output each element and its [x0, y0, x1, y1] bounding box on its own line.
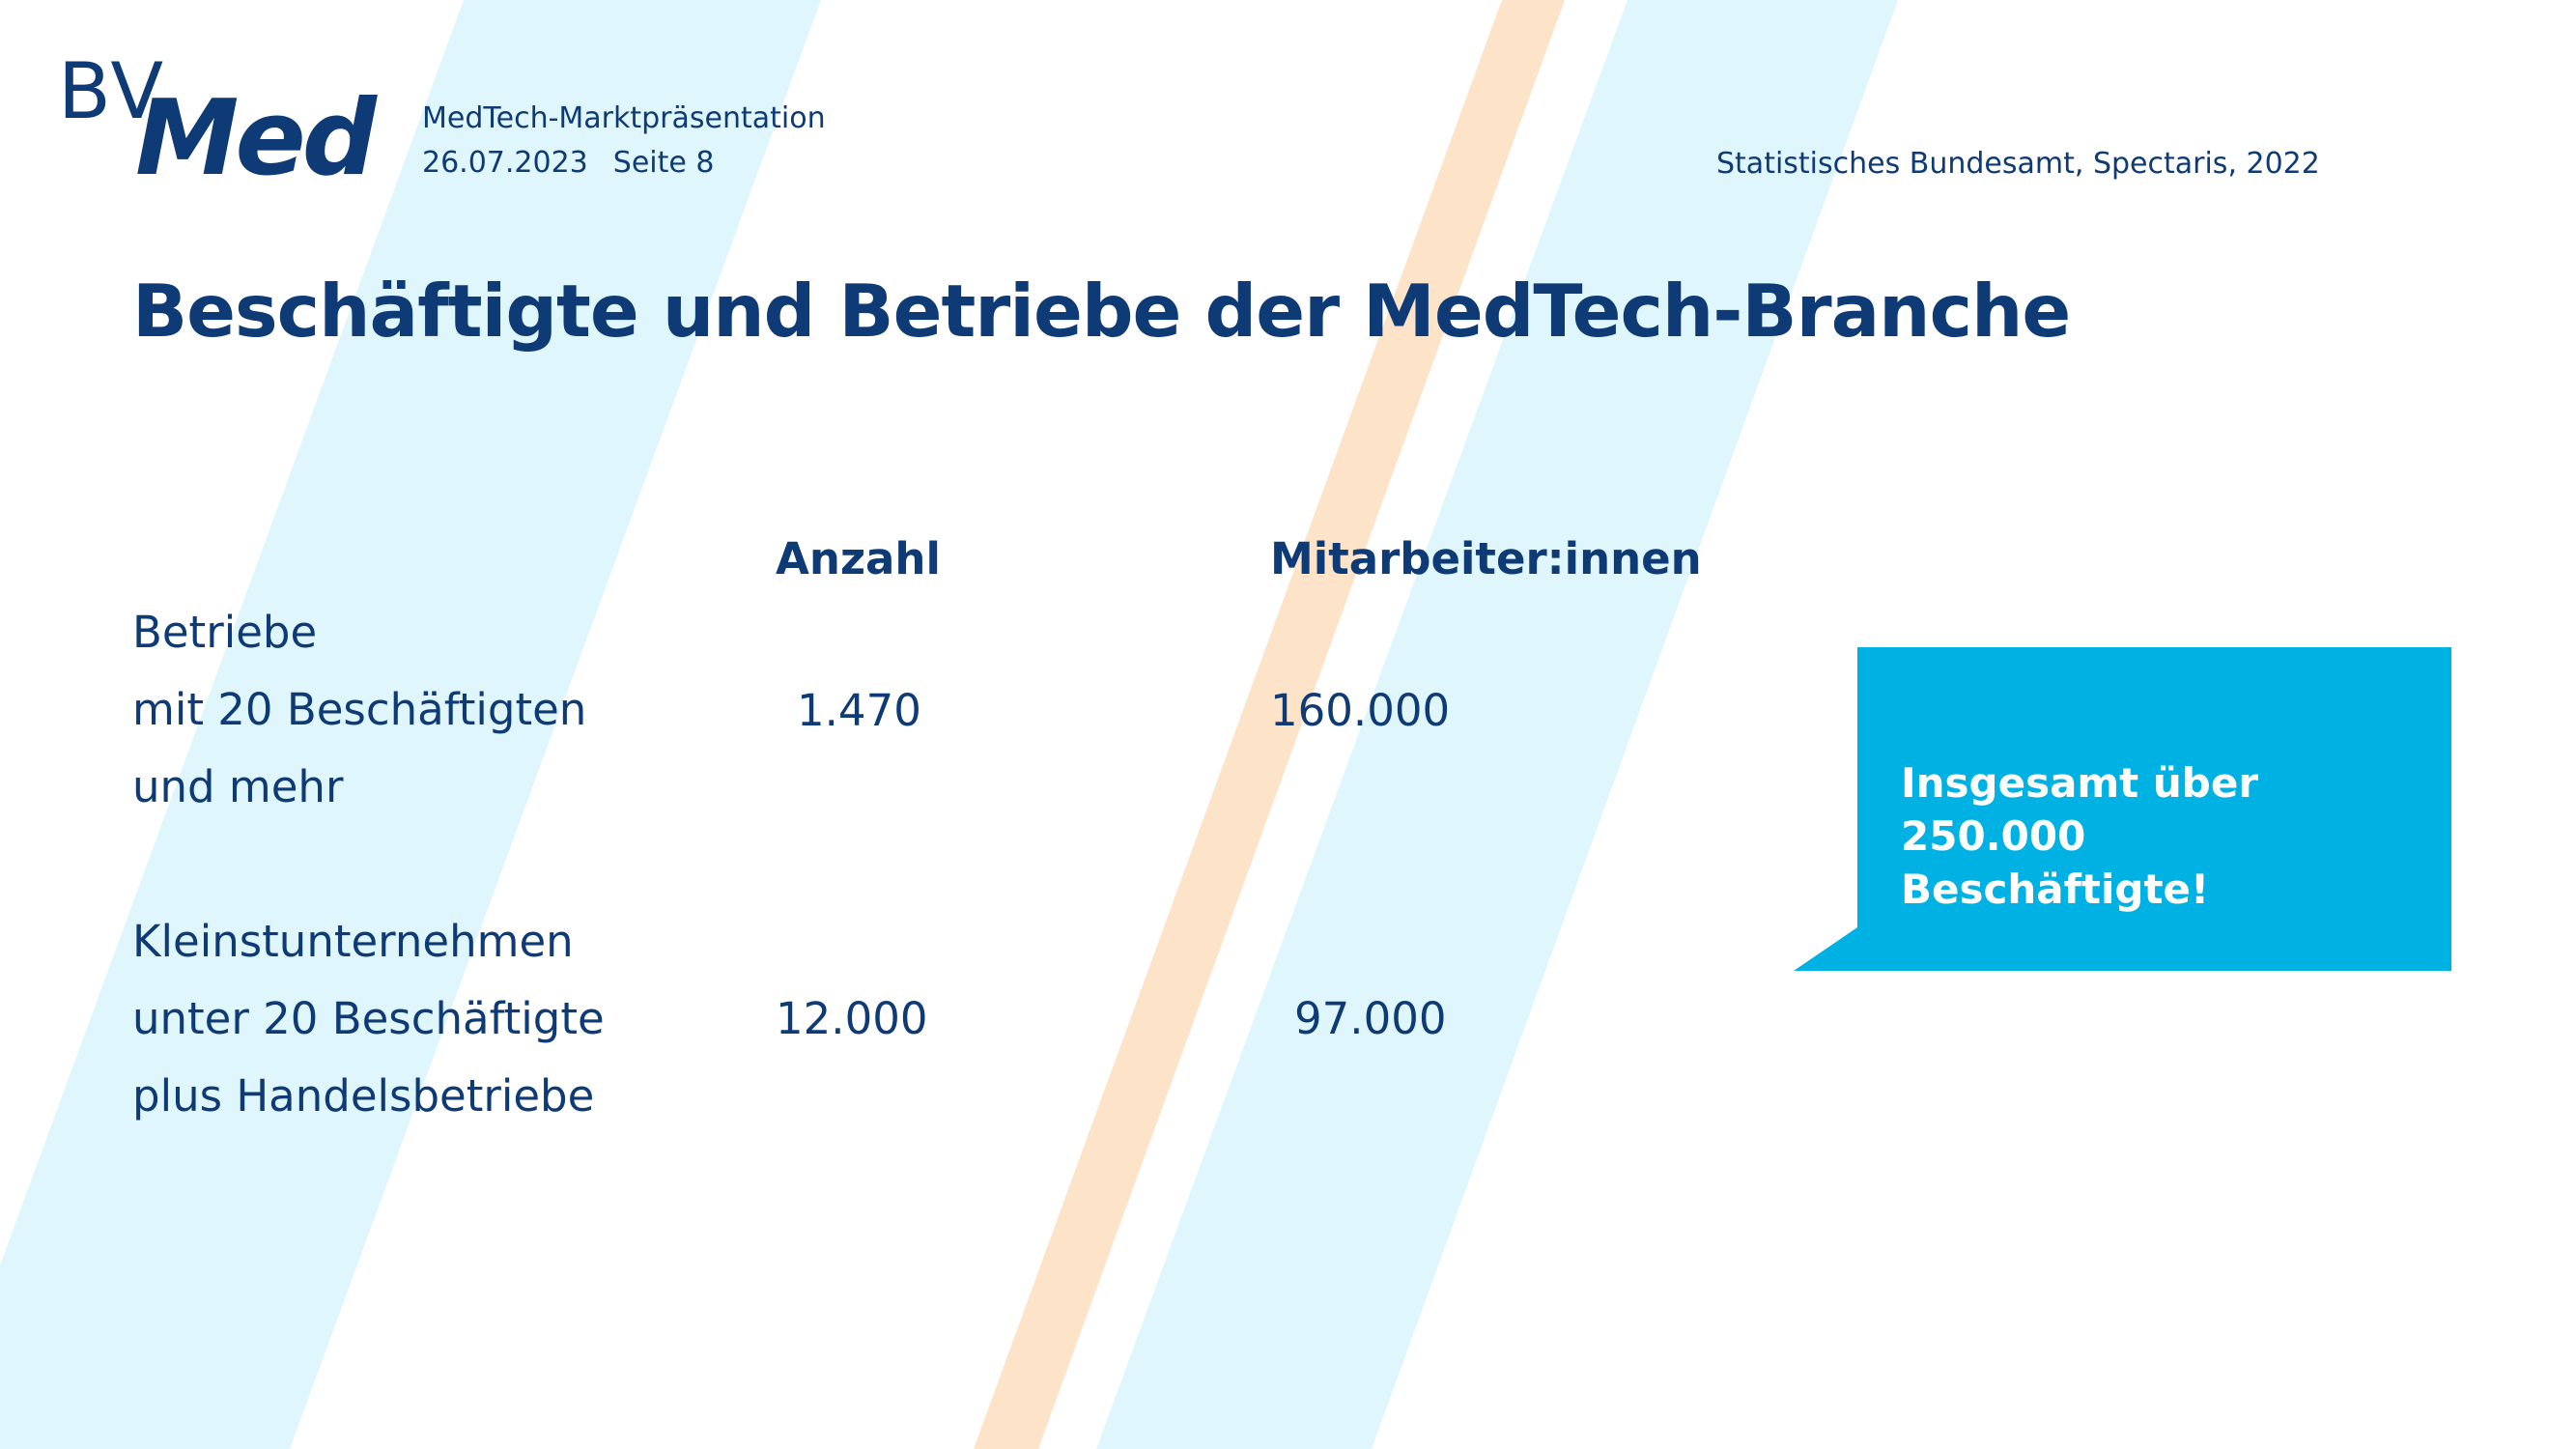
- row-label-line: Kleinstunternehmen: [132, 916, 574, 967]
- callout-box: [1857, 647, 2451, 971]
- row-label-betriebe: Betriebe mit 20 Beschäftigten und mehr: [132, 594, 586, 826]
- cell-betriebe-anzahl: 1.470: [797, 685, 921, 736]
- row-label-line: plus Handelsbetriebe: [132, 1070, 595, 1122]
- row-label-line: mit 20 Beschäftigten: [132, 684, 587, 735]
- cell-kleinstunternehmen-mitarbeiter: 97.000: [1294, 993, 1447, 1044]
- row-label-line: Betriebe: [132, 607, 318, 658]
- stripe-right-light-blue: [1096, 0, 1898, 1449]
- logo-med-text: Med: [135, 78, 377, 199]
- callout-text: Insgesamt über 250.000 Beschäftigte!: [1901, 756, 2442, 916]
- row-label-kleinstunternehmen: Kleinstunternehmen unter 20 Beschäftigte…: [132, 903, 605, 1135]
- row-label-line: unter 20 Beschäftigte: [132, 993, 605, 1044]
- cell-betriebe-mitarbeiter: 160.000: [1270, 685, 1451, 736]
- date-page-line: 26.07.2023 Seite 8: [422, 149, 714, 178]
- page-title: Beschäftigte und Betriebe der MedTech-Br…: [132, 269, 2071, 354]
- stripe-peach: [974, 0, 1565, 1449]
- logo-bv-text: BV: [58, 46, 166, 136]
- cell-kleinstunternehmen-anzahl: 12.000: [776, 993, 928, 1044]
- callout-line: Beschäftigte!: [1901, 866, 2210, 913]
- callout-line: Insgesamt über 250.000: [1901, 759, 2259, 860]
- source-note: Statistisches Bundesamt, Spectaris, 2022: [1716, 147, 2320, 181]
- stripe-left-light-blue: [0, 0, 821, 1449]
- presentation-name: MedTech-Marktpräsentation: [422, 101, 826, 135]
- row-label-line: und mehr: [132, 761, 344, 812]
- page-number: Seite 8: [612, 146, 715, 180]
- callout-tail: [1794, 927, 1857, 971]
- presentation-date: 26.07.2023: [422, 146, 588, 180]
- column-header-mitarbeiter: Mitarbeiter:innen: [1270, 533, 1702, 584]
- column-header-anzahl: Anzahl: [776, 533, 941, 584]
